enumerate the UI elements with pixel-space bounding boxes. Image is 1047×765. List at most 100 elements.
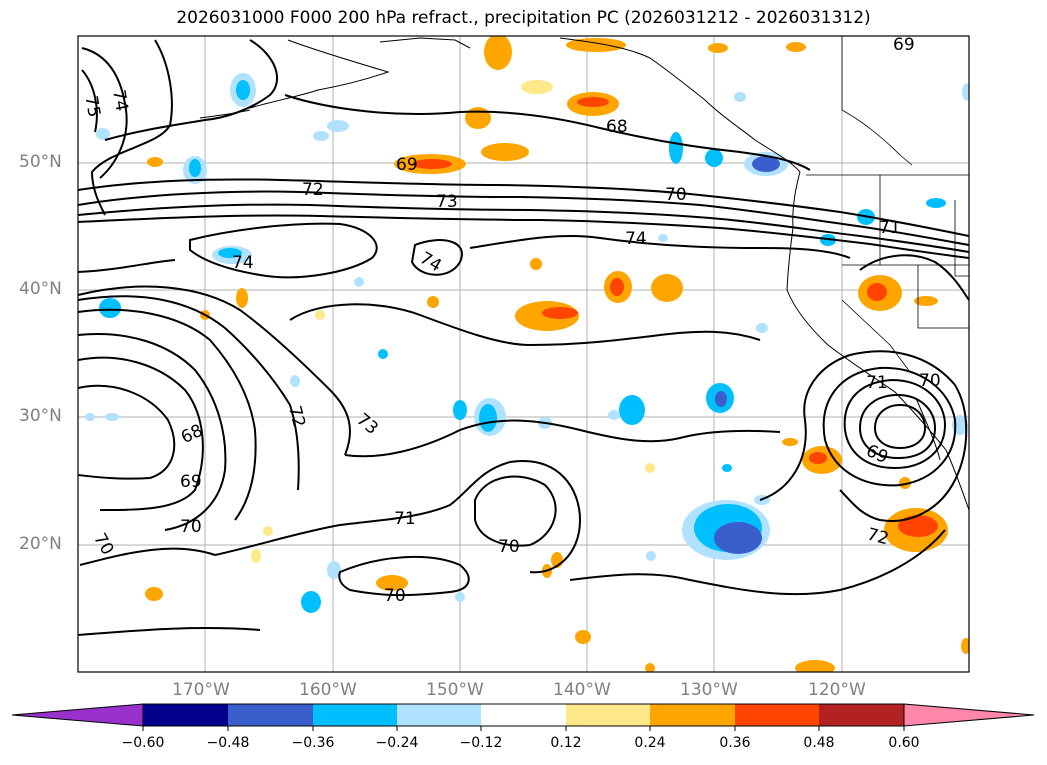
contour-label: 70 [665,185,687,205]
lat-label: 40°N [19,279,62,299]
precip-positive [145,36,969,672]
precip-patch [898,515,938,537]
precip-patch [251,549,261,563]
colorbar-segment [819,704,904,726]
precip-patch [236,288,248,308]
colorbar-segment [228,704,313,726]
precip-patch [715,391,727,407]
contour-line [78,178,969,237]
precip-patch [722,464,732,472]
precip-patch [453,400,467,420]
contour-line [873,403,927,450]
contour-label: 70 [498,537,520,557]
contour-line [338,555,470,597]
precip-patch [263,526,273,536]
contour-line [858,393,937,460]
contour-line [78,384,176,480]
lon-label: 140°W [553,680,611,700]
precip-patch [315,310,325,320]
precip-patch [705,149,723,167]
contour-line [78,203,969,253]
borders [806,36,969,373]
colorbar-tick-label: 0.60 [888,735,920,751]
precip-patch [961,638,969,654]
precip-patch [378,349,388,359]
contour-line [90,39,173,216]
colorbar-tick-label: −0.36 [291,735,335,751]
contour-label: 70 [919,371,941,391]
precip-patch [218,248,242,258]
colorbar-segment [735,704,819,726]
precip-patch [899,477,911,489]
contour-label: 73 [436,192,458,212]
baja [915,397,941,461]
precip-patch [521,80,553,94]
contour-line [78,285,351,456]
precip-patch [651,274,683,302]
precip-patch [301,591,321,613]
precip-patch [962,83,969,101]
precip-patch [465,107,491,129]
colorbar-tick-label: 0.36 [719,735,751,751]
contour-line [189,222,378,279]
precip-patch [189,159,201,177]
precip-patch [145,587,163,601]
contour-line [78,259,176,273]
contour-line [284,94,811,171]
colorbar-tick-label: 0.12 [550,735,582,751]
contour-line [822,366,957,487]
colorbar-segment [566,704,650,726]
precip-patch [542,307,578,319]
precip-patch [867,283,887,301]
precip-patch [96,128,110,140]
colorbar-tick-label: −0.24 [375,735,419,751]
lon-label: 150°W [426,680,484,700]
colorbar-extend-max [903,703,1035,727]
contour-label: 70 [180,517,202,537]
precip-patch [85,413,95,421]
aleutians [249,39,390,109]
lon-label: 160°W [299,680,357,700]
precip-patch [481,143,529,161]
precip-patch [914,296,938,306]
precip-patch [610,278,624,296]
plot-border [77,35,970,673]
precip-patch [782,438,798,446]
precip-patch [147,157,163,167]
aleutian-west [199,109,251,119]
contour-label: 74 [625,229,647,249]
precip-patch [479,404,497,432]
contour-label: 74 [108,88,131,113]
precip-patch [645,463,655,473]
colorbar-extend-min [11,703,144,727]
colorbar-tick-label: 0.48 [803,735,835,751]
precip-patch [412,159,452,169]
contour-line [78,333,227,531]
contour-line [410,239,463,276]
lon-label: 120°W [808,680,866,700]
precip-patch [327,120,349,132]
contour-line [78,626,261,636]
contour-line [474,475,557,547]
precip-patch [619,395,645,425]
contour-line [78,214,969,259]
contour-line [214,460,582,574]
contour-line [78,190,969,246]
precip-patch [313,131,329,141]
colorbar-segment [650,704,735,726]
contour-line [469,234,851,259]
colorbar-tick-label: −0.12 [459,735,503,751]
precip-patch [354,277,364,287]
precip-patch [105,413,119,421]
precip-patch [752,156,780,172]
precip-patch [376,575,408,591]
precip-patch [734,92,746,102]
lon-label: 130°W [680,680,738,700]
precip-patch [427,296,439,308]
map-title: 2026031000 F000 200 hPa refract., precip… [176,8,871,28]
contour-label: 70 [384,586,406,606]
lat-label: 20°N [19,534,62,554]
contour-label: 71 [394,509,416,529]
precip-patch [577,97,609,107]
